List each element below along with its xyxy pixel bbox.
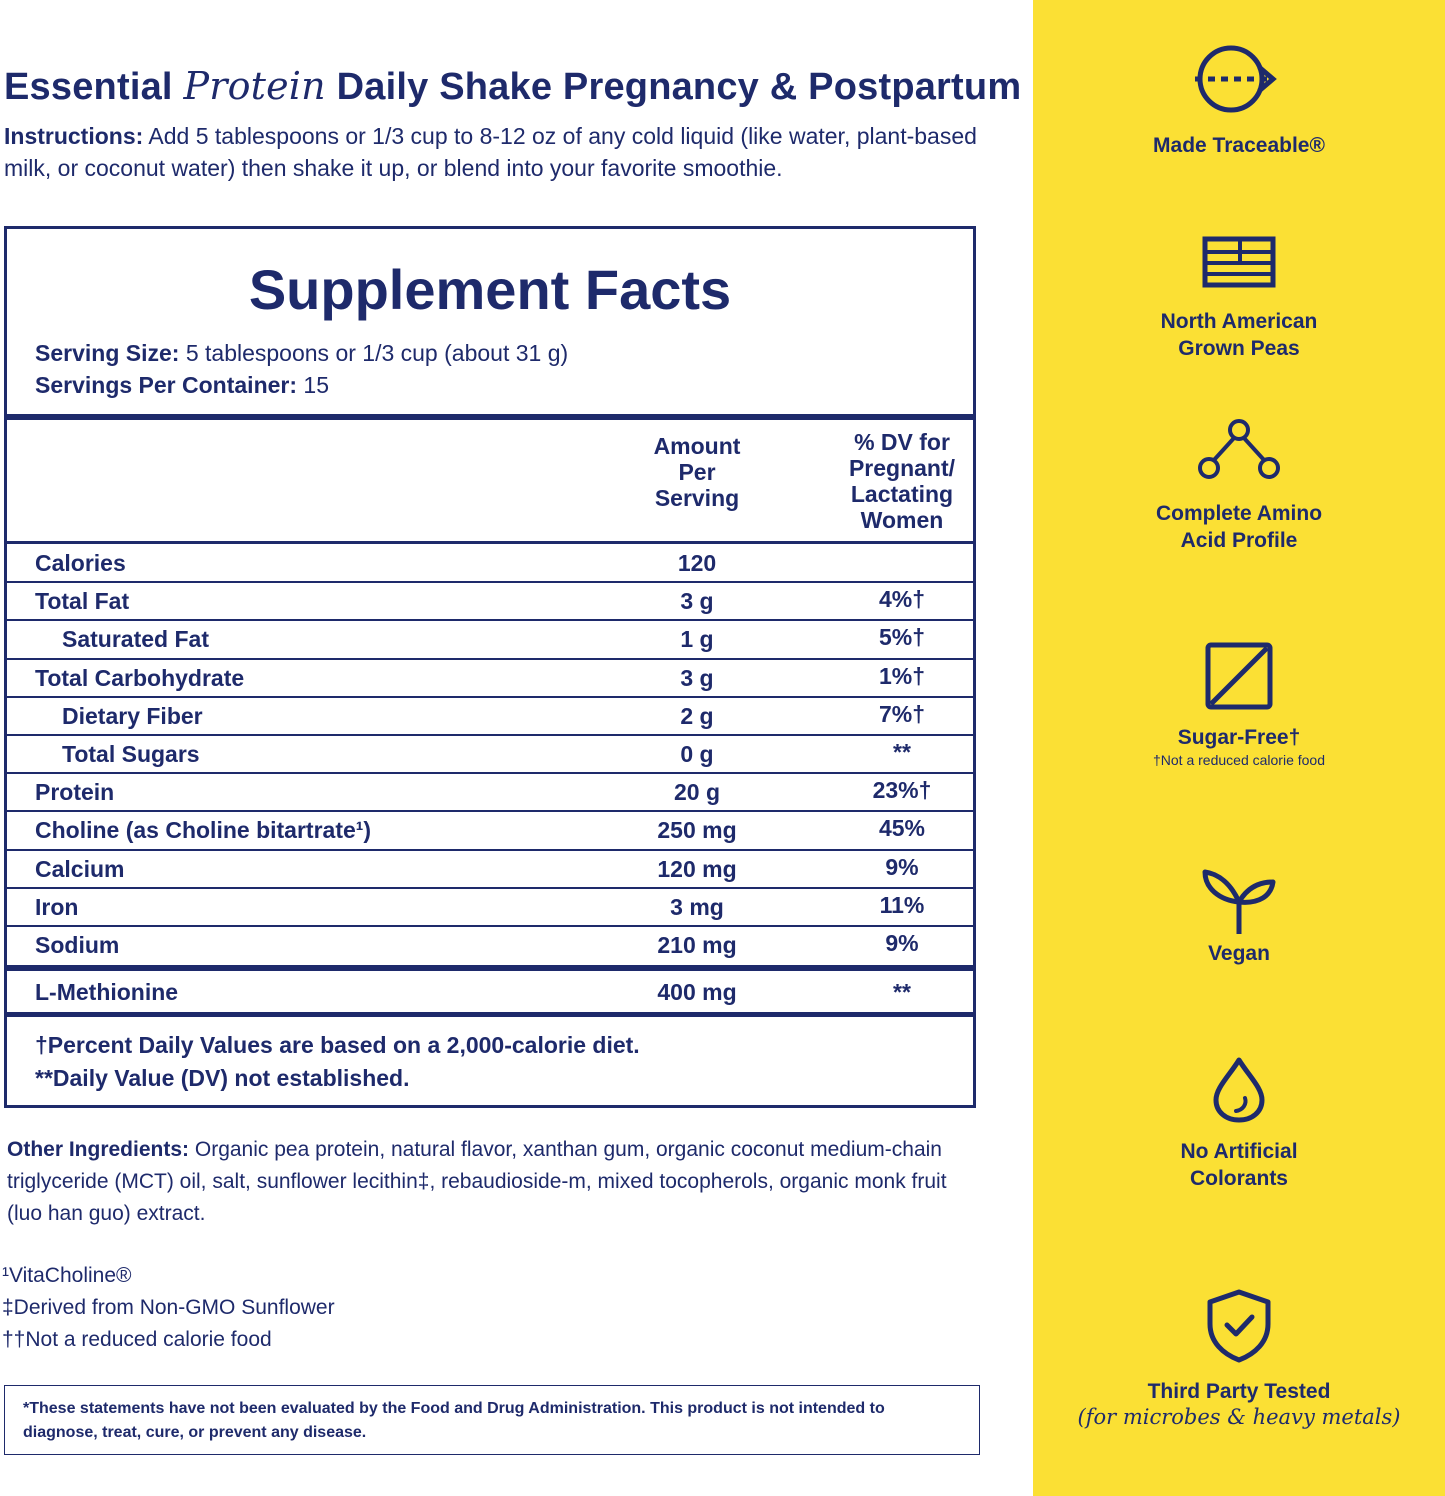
- badge-peas-label: North American Grown Peas: [1160, 310, 1318, 360]
- nutrient-dv: 1%†: [878, 662, 926, 689]
- facts-title: Supplement Facts: [248, 258, 732, 321]
- instructions-label: Instructions:: [4, 123, 144, 149]
- nutrient-amount: 120 mg: [657, 855, 737, 882]
- badge-traceable: Made Traceable®: [1033, 40, 1445, 159]
- nutrient-amount: 3 mg: [670, 893, 724, 920]
- badge-colorants-label: No Artificial Colorants: [1180, 1140, 1298, 1190]
- footnote-dv: †Percent Daily Values are based on a 2,0…: [35, 1032, 640, 1058]
- nutrient-label: Dietary Fiber: [62, 702, 203, 729]
- facts-footnotes: †Percent Daily Values are based on a 2,0…: [35, 1029, 640, 1095]
- instructions-text: Add 5 tablespoons or 1/3 cup to 8-12 oz …: [4, 123, 977, 181]
- badge-vegan: Vegan: [1033, 866, 1445, 967]
- title-part2: Daily Shake Pregnancy & Postpartum: [336, 66, 1022, 108]
- traceable-icon: [1195, 45, 1277, 113]
- badge-vegan-label: Vegan: [1208, 942, 1270, 965]
- row-divider: [7, 772, 973, 775]
- nutrient-label: Calories: [35, 550, 126, 576]
- nutrient-dv: 11%: [879, 891, 925, 918]
- badge-amino: Complete Amino Acid Profile: [1033, 418, 1445, 554]
- nutrient-label: Saturated Fat: [62, 626, 209, 653]
- nutrient-amount: 3 g: [680, 588, 714, 615]
- sprout-icon: [1202, 869, 1276, 934]
- badge-colorants: No Artificial Colorants: [1033, 1056, 1445, 1192]
- nutrient-amount: 20 g: [673, 779, 721, 806]
- features-panel: Made Traceable® North American Grown Peas…: [1033, 0, 1445, 1496]
- row-divider: [7, 657, 973, 660]
- nutrient-label: L-Methionine: [35, 979, 179, 1005]
- nutrient-label: Total Carbohydrate: [35, 664, 245, 691]
- nutrient-dv: 9%: [885, 930, 919, 956]
- column-dv-header: % DV for Pregnant/Lactating Women: [848, 429, 956, 533]
- nutrient-amount: 1 g: [680, 626, 714, 653]
- mark-vitacholine: ¹VitaCholine®: [2, 1264, 132, 1287]
- other-ingredients-text: Organic pea protein, natural flavor, xan…: [7, 1138, 947, 1225]
- badge-sugar-label: Sugar-Free†: [1177, 726, 1301, 749]
- other-ingredients-label: Other Ingredients:: [7, 1138, 190, 1161]
- row-divider: [7, 810, 973, 813]
- nutrient-label: Total Sugars: [62, 741, 200, 767]
- divider-thick: [7, 965, 973, 971]
- badge-amino-label: Complete Amino Acid Profile: [1155, 502, 1323, 552]
- header-divider: [7, 541, 973, 544]
- serving-size: Serving Size: 5 tablespoons or 1/3 cup (…: [35, 340, 569, 366]
- row-divider: [7, 925, 973, 927]
- divider-thick: [7, 414, 973, 420]
- badge-tested-note: (for microbes & heavy metals): [1077, 1405, 1401, 1429]
- nutrient-amount: 120: [677, 550, 717, 576]
- nutrient-dv: **: [893, 739, 911, 765]
- badge-tested: Third Party Tested (for microbes & heavy…: [1033, 1288, 1445, 1429]
- column-amount-header: Amount Per Serving: [653, 433, 741, 511]
- badge-sugar-note: †Not a reduced calorie food: [1153, 752, 1325, 768]
- badge-peas: North American Grown Peas: [1033, 236, 1445, 362]
- instructions: Instructions: Add 5 tablespoons or 1/3 c…: [4, 120, 994, 184]
- other-ingredients: Other Ingredients: Organic pea protein, …: [7, 1134, 987, 1230]
- supplement-facts-panel: Supplement Facts Serving Size: 5 tablesp…: [4, 226, 976, 1108]
- nutrient-dv: 4%†: [878, 586, 926, 613]
- nutrient-dv: 5%†: [878, 624, 926, 651]
- footnote-marks: ¹VitaCholine® ‡Derived from Non-GMO Sunf…: [2, 1260, 335, 1356]
- fda-disclaimer: *These statements have not been evaluate…: [4, 1385, 980, 1455]
- mark-calorie: ††Not a reduced calorie food: [2, 1328, 272, 1351]
- page-title: Essential Protein Daily Shake Pregnancy …: [4, 64, 1021, 109]
- nutrient-label: Choline (as Choline bitartrate¹): [35, 817, 372, 844]
- nutrient-dv: 23%†: [872, 777, 932, 804]
- row-divider: [7, 848, 973, 851]
- footnote-not-established: **Daily Value (DV) not established.: [35, 1065, 410, 1091]
- nutrient-amount: 3 g: [680, 664, 714, 691]
- nutrient-dv: 45%: [878, 815, 926, 842]
- nutrient-amount: 0 g: [680, 741, 714, 767]
- row-divider: [7, 886, 973, 889]
- badge-tested-label: Third Party Tested: [1147, 1380, 1331, 1403]
- servings-per-container: Servings Per Container: 15: [35, 372, 330, 398]
- droplet-icon: [1213, 1057, 1265, 1123]
- shield-check-icon: [1207, 1289, 1271, 1363]
- sugar-free-icon: [1205, 642, 1273, 710]
- divider-thick: [7, 1012, 973, 1017]
- row-divider: [7, 619, 973, 622]
- badge-sugar: Sugar-Free† †Not a reduced calorie food: [1033, 642, 1445, 769]
- nutrient-dv: 9%: [885, 853, 919, 880]
- row-divider: [7, 734, 973, 736]
- badge-traceable-label: Made Traceable®: [1153, 134, 1325, 157]
- nutrient-label: Total Fat: [35, 588, 130, 615]
- title-italic: Protein: [183, 64, 326, 108]
- nutrient-amount: 400 mg: [657, 979, 737, 1005]
- nutrient-amount: 210 mg: [657, 932, 737, 958]
- nutrient-label: Calcium: [35, 855, 125, 882]
- serving-info: Serving Size: 5 tablespoons or 1/3 cup (…: [35, 337, 568, 401]
- row-divider: [7, 581, 973, 584]
- nutrient-dv: 7%†: [878, 700, 926, 727]
- mark-sunflower: ‡Derived from Non-GMO Sunflower: [2, 1296, 335, 1319]
- title-part1: Essential: [4, 66, 173, 108]
- nutrient-label: Iron: [35, 893, 79, 920]
- nutrient-amount: 250 mg: [657, 817, 737, 844]
- nutrient-label: Protein: [35, 779, 115, 806]
- molecule-icon: [1198, 419, 1280, 479]
- flag-icon: [1202, 236, 1276, 288]
- nutrient-label: Sodium: [35, 932, 120, 958]
- row-divider: [7, 695, 973, 698]
- nutrient-dv: **: [893, 979, 911, 1005]
- nutrient-amount: 2 g: [680, 702, 714, 729]
